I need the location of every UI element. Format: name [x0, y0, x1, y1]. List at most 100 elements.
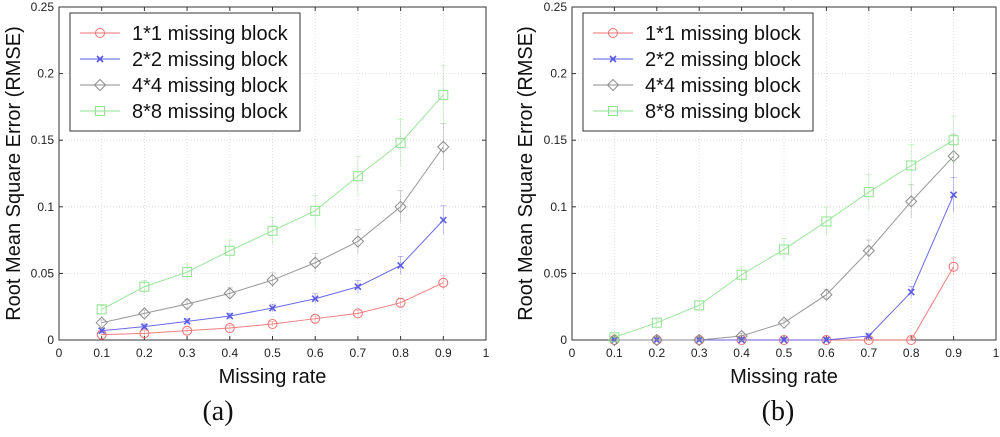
x-tick-label: 1	[483, 346, 490, 360]
data-point	[95, 316, 108, 329]
data-point	[310, 313, 321, 324]
data-point	[437, 140, 450, 154]
y-tick-label: 0	[560, 333, 567, 347]
y-tick-label: 0.2	[37, 67, 54, 81]
x-tick-label: 0.3	[691, 346, 708, 360]
data-point	[226, 312, 234, 320]
data-point	[692, 333, 706, 347]
data-point	[224, 245, 235, 256]
data-point	[906, 335, 917, 345]
data-point	[950, 191, 958, 199]
chart-panel-a: 0 0.1 0.2 0.3 0.4 0.5 0.6 0.7 0.8 0.9 1 0 0.05 0.1 0.1…	[3, 0, 490, 427]
data-point	[182, 267, 193, 278]
legend-label: 4*4 missing block	[645, 75, 802, 97]
data-point	[352, 171, 363, 182]
legend-label: 1*1 missing block	[132, 23, 289, 45]
data-point	[395, 297, 406, 308]
legend-marker	[608, 106, 618, 116]
y-axis-title: Root Mean Square Error (RMSE)	[3, 26, 25, 321]
data-point	[907, 288, 915, 296]
data-point	[394, 200, 407, 214]
legend-label: 8*8 missing block	[132, 101, 289, 123]
data-point	[439, 216, 447, 224]
x-tick-label: 0.8	[903, 346, 920, 360]
data-point	[223, 287, 237, 300]
data-point	[352, 308, 363, 319]
legend-label: 4*4 missing block	[132, 75, 289, 97]
y-tick-label: 0.1	[550, 200, 567, 214]
data-point	[821, 216, 832, 227]
data-point	[180, 297, 194, 311]
series-4	[609, 115, 959, 343]
x-tick-label: 0.5	[776, 346, 793, 360]
series-3	[95, 123, 450, 329]
legend-label: 2*2 missing block	[132, 49, 289, 71]
data-point	[862, 244, 876, 257]
x-tick-label: 0.2	[136, 346, 153, 360]
data-point	[267, 225, 278, 236]
data-point	[438, 89, 449, 100]
x-tick-label: 0.3	[179, 346, 196, 360]
x-tick-label: 1	[993, 346, 1000, 360]
y-tick-label: 0.25	[31, 0, 55, 14]
data-point	[863, 187, 874, 198]
x-tick-label: 0	[56, 346, 63, 360]
series-4	[96, 65, 449, 315]
chart-panel-b: 0 0.1 0.2 0.3 0.4 0.5 0.6 0.7 0.8 0.9 1 0 0.05 0.1 0.1…	[515, 0, 1000, 427]
x-tick-label: 0.2	[648, 346, 665, 360]
x-tick-label: 0.9	[945, 346, 962, 360]
data-point	[906, 160, 917, 171]
data-point	[354, 283, 362, 291]
data-point	[139, 281, 150, 292]
data-point	[138, 307, 151, 320]
data-point	[308, 256, 322, 269]
y-tick-label: 0.05	[31, 266, 55, 280]
x-tick-label: 0.4	[733, 346, 750, 360]
data-point	[224, 323, 235, 334]
data-point	[98, 327, 106, 335]
data-point	[140, 323, 148, 331]
data-point	[395, 137, 406, 148]
legend-marker	[95, 28, 105, 38]
data-point	[397, 261, 405, 269]
data-point	[736, 269, 747, 280]
y-tick-label: 0	[47, 333, 54, 347]
x-tick-label: 0.5	[264, 346, 281, 360]
data-point	[651, 317, 662, 328]
legend-marker	[608, 28, 618, 38]
data-point	[904, 195, 918, 208]
data-point	[268, 304, 277, 312]
data-point	[96, 304, 107, 315]
x-tick-label: 0.1	[93, 346, 110, 360]
legend-marker	[93, 78, 107, 92]
data-point	[948, 261, 959, 272]
legend-marker	[606, 78, 620, 92]
x-tick-label: 0	[569, 346, 576, 360]
data-point	[266, 273, 279, 287]
y-tick-label: 0.15	[31, 133, 55, 147]
data-point	[865, 332, 873, 340]
y-axis-title: Root Mean Square Error (RMSE)	[515, 26, 537, 321]
x-axis-title: Missing rate	[730, 366, 838, 388]
data-point	[438, 277, 449, 288]
legend-marker	[96, 55, 104, 63]
legend-label: 2*2 missing block	[645, 49, 802, 71]
x-tick-label: 0.6	[307, 346, 324, 360]
data-point	[820, 288, 833, 301]
data-point	[609, 332, 620, 343]
series-2	[98, 205, 447, 335]
data-point	[780, 336, 788, 344]
data-point	[650, 333, 664, 347]
x-tick-label: 0.4	[221, 346, 238, 360]
data-point	[735, 329, 748, 343]
data-point	[267, 319, 278, 330]
x-tick-label: 0.7	[350, 346, 367, 360]
legend: 1*1 missing block 2*2 missing block 4*4 mi…	[582, 12, 814, 132]
data-point	[351, 235, 365, 248]
data-point	[822, 336, 830, 344]
y-tick-label: 0.25	[544, 0, 568, 14]
data-point	[738, 336, 746, 344]
data-point	[777, 316, 791, 329]
x-tick-label: 0.7	[860, 346, 877, 360]
